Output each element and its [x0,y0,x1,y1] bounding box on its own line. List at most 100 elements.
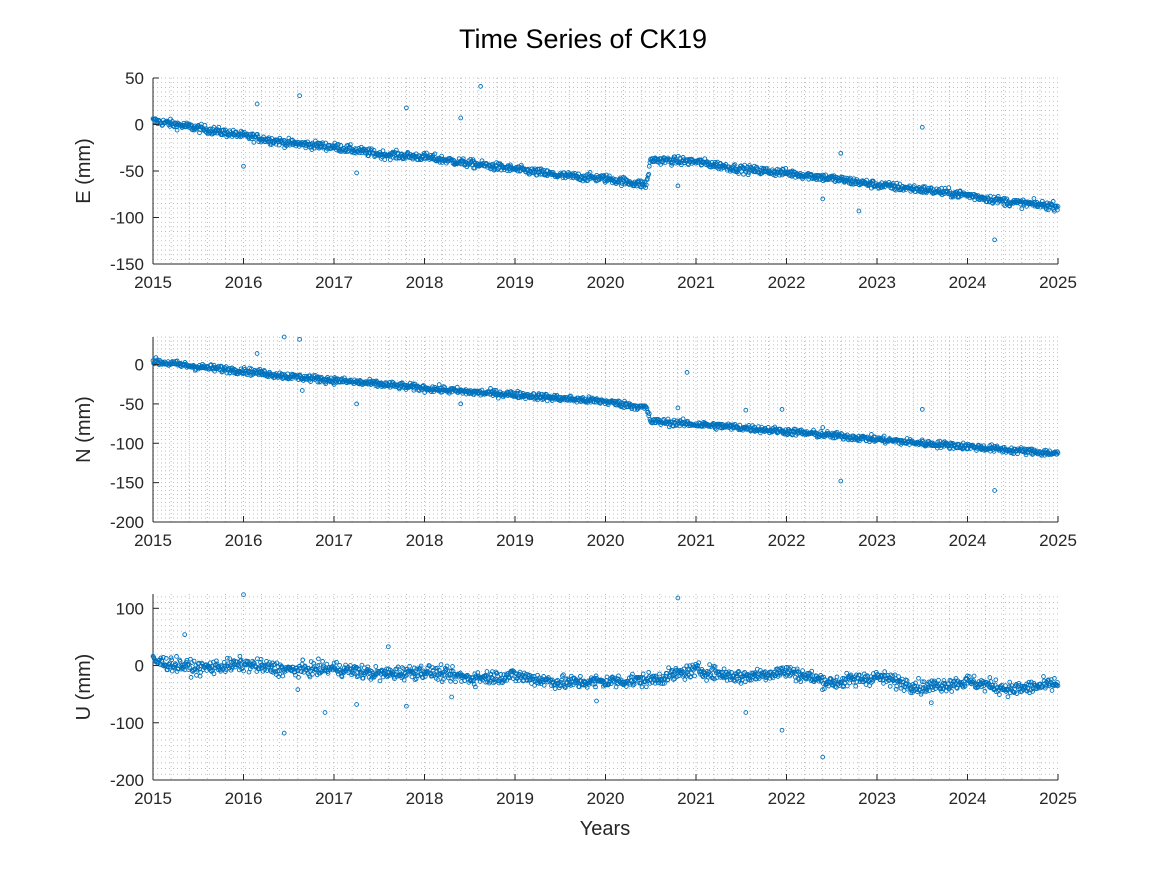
data-point [316,145,322,151]
data-point [987,675,993,680]
outlier-point [675,183,681,189]
outlier-point [743,710,749,715]
data-point [311,661,316,666]
data-point [434,668,440,674]
x-tick-label: 2020 [587,531,625,550]
data-point [996,196,1002,202]
x-tick-label: 2021 [677,531,715,550]
outlier-point [254,351,260,356]
data-point [211,671,217,677]
data-point [435,677,441,682]
data-point [169,657,175,663]
data-point [331,660,337,666]
data-point [430,665,435,670]
data-point [754,164,760,170]
data-point [453,679,458,685]
data-point [655,680,661,686]
data-point [1019,206,1025,212]
data-point [191,658,197,664]
series-points-E [150,84,1061,243]
data-point [491,387,497,393]
data-point [687,674,693,680]
data-point [174,654,179,659]
data-point [194,667,200,673]
y-tick-label: -200 [110,513,144,532]
outlier-point [743,407,749,413]
data-point [1055,204,1061,209]
data-point [680,155,686,160]
data-point [448,668,454,674]
data-point [471,681,477,687]
data-point [208,660,213,666]
data-point [409,674,415,680]
data-point [345,149,350,155]
data-point [928,684,933,690]
x-tick-label: 2023 [858,273,896,292]
data-point [248,131,254,137]
data-point [696,660,702,666]
data-point [1005,694,1011,700]
data-point [736,171,741,176]
data-point [299,669,304,674]
outlier-point [919,407,925,412]
data-point [403,673,409,679]
x-tick-label: 2017 [315,531,353,550]
data-point [962,683,968,689]
data-point [436,382,442,387]
data-point [745,172,751,178]
data-point [258,656,264,662]
data-point [365,664,371,670]
outlier-point [594,698,599,704]
data-point [216,124,222,130]
data-point [197,673,203,679]
outlier-point [449,694,454,700]
data-point [392,676,397,682]
data-point [645,176,650,181]
data-point [541,167,546,173]
data-point [857,672,862,678]
data-point [971,673,977,679]
grid-N [153,336,1058,523]
data-point [511,393,517,399]
data-point [665,677,670,683]
data-point [716,166,722,172]
y-tick-label: -50 [119,162,144,181]
outlier-point [241,592,246,597]
data-point [1045,677,1051,683]
data-point [559,677,565,683]
data-point [387,384,393,390]
data-point [1054,451,1060,457]
data-point [387,157,393,163]
x-tick-label: 2022 [768,531,806,550]
outlier-point [992,488,997,493]
data-point [214,658,219,664]
data-point [686,666,692,672]
data-point [482,673,487,679]
data-point [211,362,217,368]
data-point [519,673,525,679]
data-point [622,175,627,181]
data-point [808,673,813,679]
data-point [821,674,827,680]
data-point [163,656,169,661]
data-point [844,683,850,689]
data-point [610,674,615,680]
outlier-point [297,337,302,342]
x-tick-label: 2025 [1039,531,1077,550]
data-point [454,384,460,390]
data-point [869,432,874,437]
data-point [267,660,272,665]
data-point [419,674,425,680]
data-point [713,670,719,675]
data-point [732,162,738,167]
data-point [601,173,607,178]
data-point [324,661,330,667]
data-point [904,678,910,683]
y-tick-label: -100 [110,434,144,453]
outlier-point [322,710,328,715]
data-point [834,674,840,680]
data-point [834,429,840,435]
x-tick-label: 2021 [677,273,715,292]
outlier-point [820,425,826,430]
data-point [339,674,345,680]
